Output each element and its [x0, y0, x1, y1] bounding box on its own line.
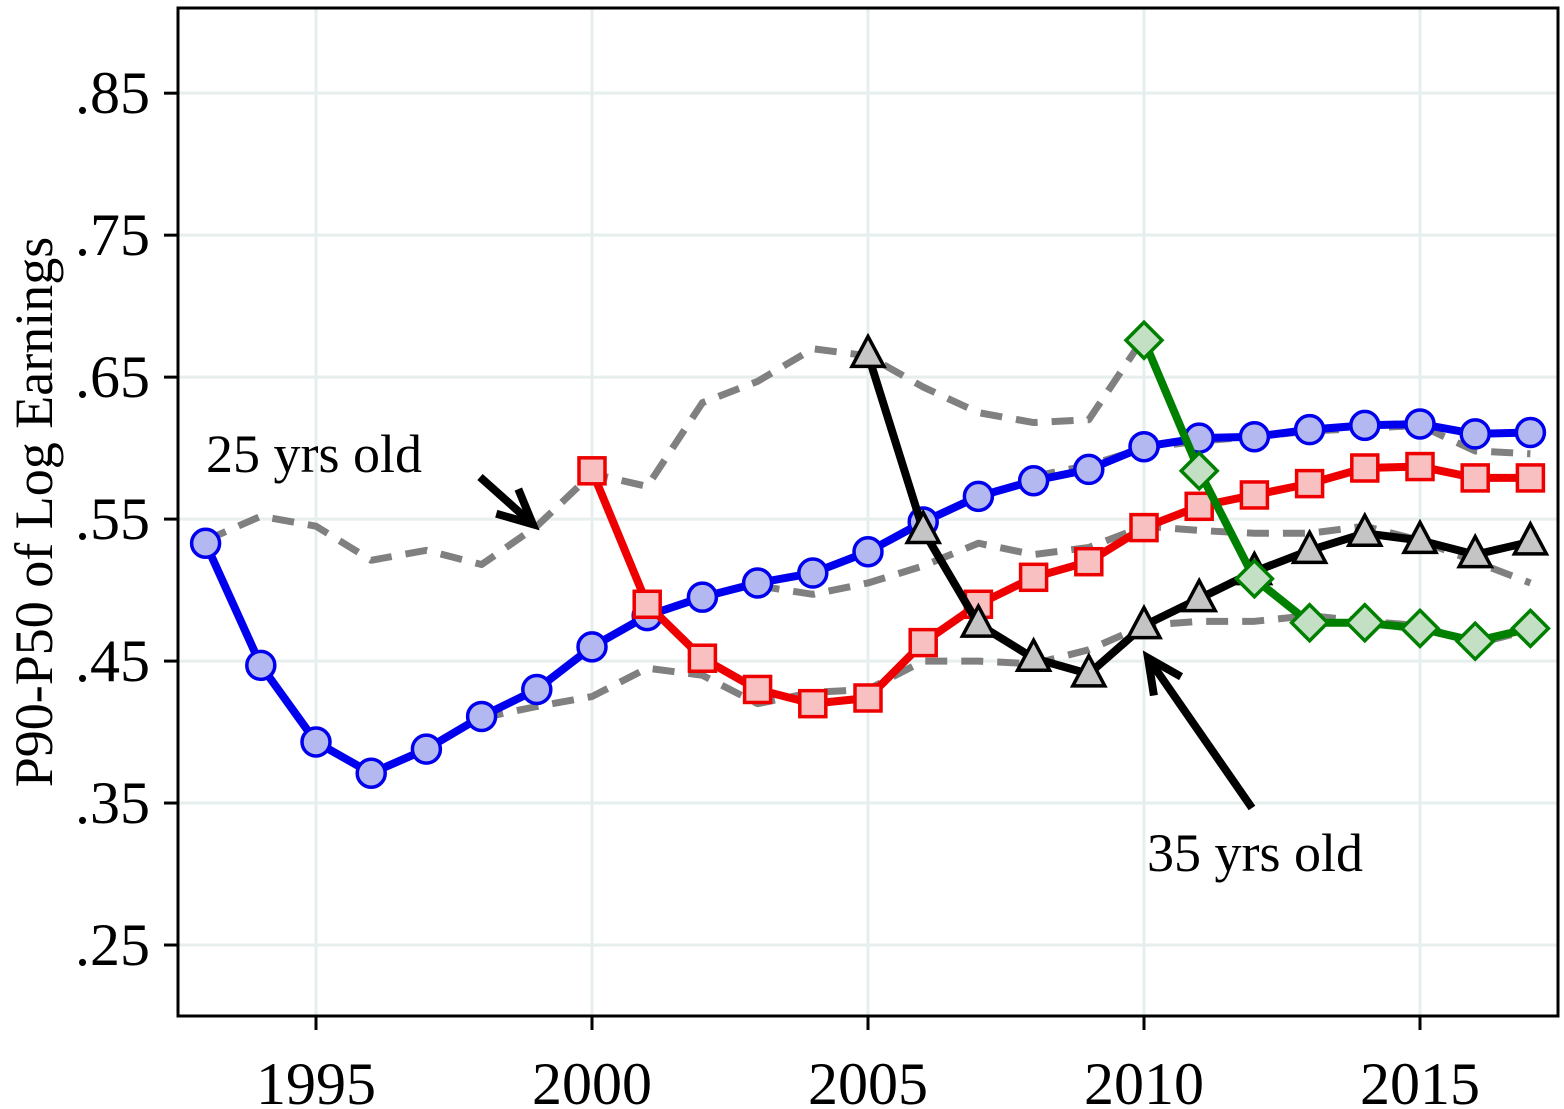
- y-tick-label: .55: [75, 486, 150, 552]
- x-tick-label: 2000: [532, 1051, 652, 1109]
- data-point-square: [1239, 480, 1270, 510]
- x-tick-label: 2005: [808, 1051, 928, 1109]
- x-tick-label: 1995: [256, 1051, 376, 1109]
- data-point-square: [687, 643, 718, 673]
- data-point-triangle: [1014, 636, 1053, 672]
- data-point-diamond: [1344, 602, 1386, 644]
- data-point-circle: [1404, 408, 1436, 440]
- data-point-triangle: [1511, 520, 1550, 556]
- annotation-arrow-25-head: [495, 487, 540, 531]
- data-point-diamond: [1509, 607, 1551, 649]
- data-point-diamond: [1289, 602, 1331, 644]
- data-point-circle: [1017, 465, 1050, 497]
- data-point-square: [742, 674, 773, 705]
- annotation-label-25: 25 yrs old: [206, 424, 422, 484]
- data-point-diamond: [1123, 319, 1165, 361]
- data-point-circle: [1349, 409, 1381, 442]
- data-point-square: [1018, 562, 1049, 593]
- annotation-arrow-35-shaft: [1144, 655, 1256, 811]
- data-point-diamond: [1454, 620, 1496, 662]
- y-tick-label: .25: [75, 912, 150, 978]
- data-point-circle: [741, 567, 774, 599]
- x-axis: 1995 2000 2005 2010 2015: [256, 1016, 1480, 1109]
- data-point-circle: [686, 581, 719, 613]
- data-point-triangle: [1456, 532, 1495, 569]
- data-point-triangle: [1125, 603, 1163, 640]
- data-point-circle: [1238, 421, 1271, 453]
- data-point-circle: [852, 536, 884, 568]
- y-tick-label: .75: [75, 202, 150, 268]
- data-point-square: [1350, 453, 1380, 483]
- data-point-circle: [355, 757, 387, 789]
- data-point-triangle: [1069, 652, 1108, 688]
- data-point-square: [853, 683, 883, 713]
- data-point-circle: [410, 733, 443, 765]
- cohort-series: [189, 319, 1551, 789]
- data-point-triangle: [1401, 518, 1439, 555]
- data-point-square: [577, 456, 607, 486]
- data-point-square: [1184, 491, 1214, 522]
- y-axis-title: P90-P50 of Log Earnings: [4, 237, 64, 787]
- data-point-square: [798, 688, 828, 719]
- data-point-circle: [1514, 416, 1547, 449]
- data-point-circle: [1073, 453, 1105, 486]
- data-point-circle: [521, 673, 553, 706]
- series-cohort-1993: [189, 408, 1547, 789]
- data-point-circle: [1293, 413, 1326, 446]
- y-tick-label: .35: [75, 770, 150, 836]
- data-point-diamond: [1399, 607, 1441, 649]
- data-point-circle: [962, 480, 995, 513]
- data-point-triangle: [959, 602, 998, 638]
- y-tick-label: .85: [75, 60, 150, 126]
- series-cohort-2000: [577, 451, 1546, 719]
- data-point-circle: [465, 700, 498, 733]
- gridlines: [178, 8, 1558, 1016]
- annotation-arrow-25-shaft: [477, 474, 536, 528]
- data-point-square: [632, 589, 662, 620]
- data-point-triangle: [1180, 576, 1219, 613]
- x-tick-label: 2010: [1084, 1051, 1204, 1109]
- data-point-square: [1460, 463, 1490, 493]
- data-point-circle: [1128, 430, 1160, 463]
- data-point-square: [1129, 512, 1159, 543]
- data-point-diamond: [1178, 450, 1220, 492]
- data-point-circle: [797, 557, 829, 589]
- series-cohort-2010: [1123, 319, 1551, 662]
- data-point-triangle: [904, 508, 943, 545]
- series-cohort-2005: [849, 332, 1550, 688]
- data-point-triangle: [1345, 511, 1384, 548]
- data-point-circle: [576, 631, 608, 663]
- data-point-square: [1294, 468, 1325, 499]
- data-point-square: [908, 627, 938, 658]
- y-tick-label: .65: [75, 344, 150, 410]
- data-point-square: [1515, 463, 1546, 493]
- data-point-square: [1074, 546, 1104, 577]
- data-point-diamond: [1233, 558, 1275, 600]
- data-point-square: [1405, 451, 1435, 482]
- annotations: 25 yrs old 35 yrs old: [206, 424, 1363, 883]
- annotation-arrow-35-head: [1142, 650, 1184, 697]
- data-point-triangle: [849, 332, 887, 369]
- annotation-label-35: 35 yrs old: [1147, 823, 1363, 883]
- data-point-triangle: [1290, 528, 1329, 565]
- y-tick-label: .45: [75, 628, 150, 694]
- dashed-reference-line: [204, 335, 1147, 569]
- data-point-circle: [1459, 418, 1491, 450]
- data-point-circle: [245, 649, 277, 682]
- x-tick-label: 2015: [1360, 1051, 1480, 1109]
- y-axis: .25 .35 .45 .55 .65 .75 .85: [75, 60, 178, 978]
- data-point-circle: [189, 527, 222, 559]
- data-point-circle: [300, 726, 332, 758]
